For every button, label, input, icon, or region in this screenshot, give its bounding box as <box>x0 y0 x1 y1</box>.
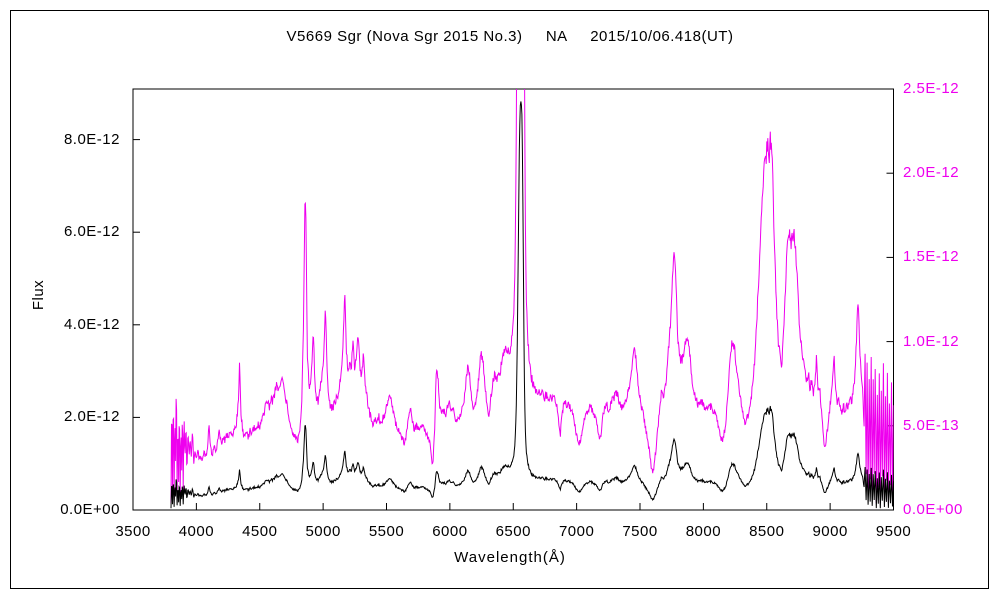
x-tick-label: 5500 <box>368 523 405 540</box>
spectrum-curve-magenta-right-scale <box>170 89 894 504</box>
chart-title: V5669 Sgr (Nova Sgr 2015 No.3) NA 2015/1… <box>286 28 734 45</box>
right-tick-label: 5.0E-13 <box>903 416 960 434</box>
x-tick-label: 3500 <box>115 523 151 540</box>
x-tick-label: 5000 <box>305 523 341 540</box>
right-tick-label: 2.0E-12 <box>903 164 960 182</box>
left-tick-label: 4.0E-12 <box>63 315 120 333</box>
x-tick-label: 9000 <box>812 523 848 540</box>
x-tick-label: 8500 <box>749 523 785 540</box>
x-tick-label: 4500 <box>242 523 278 540</box>
left-tick-label: 8.0E-12 <box>63 130 120 148</box>
x-tick-label: 7000 <box>558 523 595 540</box>
x-tick-label: 6000 <box>432 523 468 540</box>
x-tick-label: 4000 <box>178 523 215 540</box>
left-tick-label: 6.0E-12 <box>63 223 120 241</box>
right-tick-label: 2.5E-12 <box>903 80 960 97</box>
x-tick-label: 8000 <box>685 523 722 540</box>
x-tick-label: 6500 <box>495 523 531 540</box>
y-axis-title-flux: Flux <box>30 279 47 311</box>
left-tick-label: 0.0E+00 <box>60 501 120 518</box>
spectrum-curve-black-left-scale <box>170 101 894 509</box>
left-tick-label: 2.0E-12 <box>63 408 120 426</box>
right-tick-label: 1.5E-12 <box>903 248 960 266</box>
x-tick-label: 7500 <box>622 523 658 540</box>
x-tick-label: 9500 <box>875 523 912 540</box>
right-tick-label: 0.0E+00 <box>903 501 963 518</box>
figure-border <box>10 10 989 589</box>
plot-frame <box>132 88 894 511</box>
x-axis-title-wavelength: Wavelength(Å) <box>454 549 566 566</box>
right-tick-label: 1.0E-12 <box>903 332 960 350</box>
